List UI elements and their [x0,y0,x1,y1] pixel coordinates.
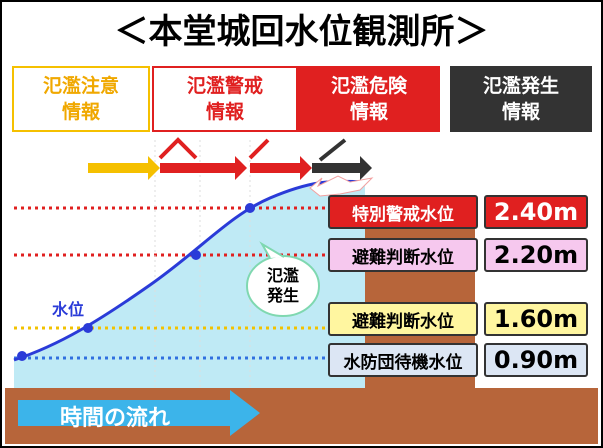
level-name: 特別警戒水位 [328,195,478,229]
stage-text: 情報 [501,101,540,123]
flood-label: 氾濫 発生 [250,266,316,306]
arrow [160,156,247,180]
stage-box: 氾濫発生 情報 [450,66,592,132]
water-curve [13,179,366,362]
water-level-label: 水位 [52,300,85,319]
title: ＜本堂城回水位観測所＞ [114,12,489,52]
stage-text: 氾濫注意 [42,75,119,97]
connector [318,138,347,162]
connector [248,138,270,160]
stage-text: 情報 [61,101,100,123]
stage-box: 氾濫注意 情報 [12,66,150,132]
level-name: 避難判断水位 [328,302,478,336]
flood-label-line: 発生 [266,286,299,305]
stage-box: 氾濫警戒 情報 [152,66,298,132]
bubble-tail [259,241,285,259]
stage-box: 氾濫危険 情報 [298,66,440,132]
arrow [250,156,312,180]
arrow [88,156,160,180]
level-value: 1.60m [484,302,588,336]
level-value: 2.20m [484,238,588,272]
stage-text: 情報 [205,101,244,123]
stage-text: 氾濫危険 [330,75,407,97]
water-area [14,181,365,390]
stage-text: 氾濫警戒 [186,75,263,97]
flood-label-line: 氾濫 [266,266,299,285]
level-value: 2.40m [484,195,588,229]
level-name: 避難判断水位 [328,238,478,272]
point [191,250,201,260]
stage-text: 氾濫発生 [482,75,559,97]
time-label: 時間の流れ [60,406,171,431]
arrow [312,156,372,180]
stage-text: 情報 [349,101,388,123]
point [245,203,255,213]
level-name: 水防団待機水位 [328,343,478,377]
time-arrow [18,390,260,436]
point [17,351,27,361]
connector [158,137,198,160]
point [83,323,93,333]
level-value: 0.90m [484,343,588,377]
